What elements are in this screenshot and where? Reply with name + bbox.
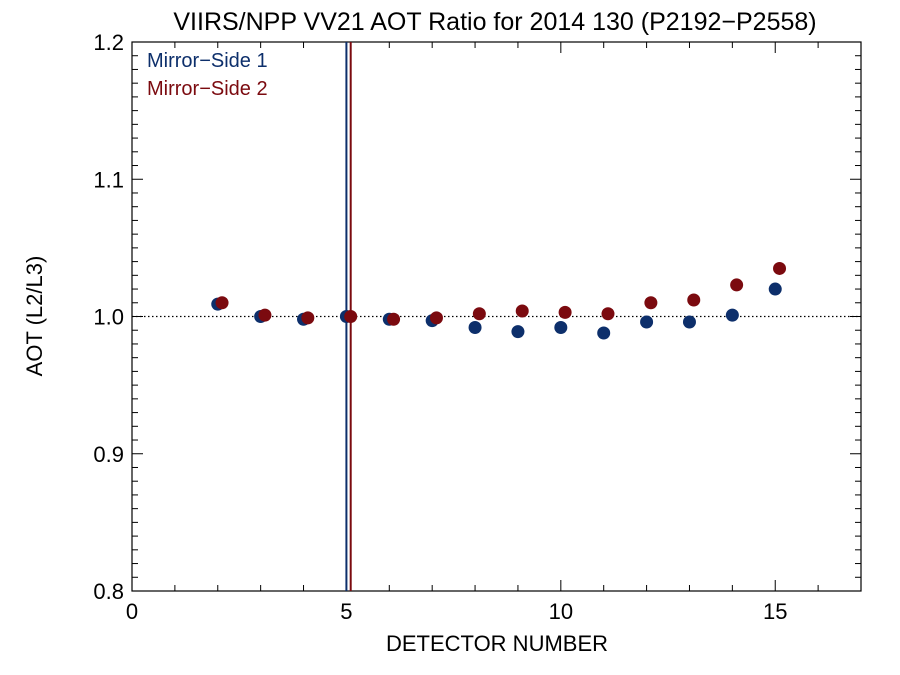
data-point-series-1 (682, 315, 696, 329)
y-tick-label: 1.0 (93, 305, 124, 330)
data-point-series-2 (258, 308, 272, 322)
plot-area: 0 5 10 15 0.8 0.9 1.0 1.1 1.2 Mirror−Side 1 Mirror… (93, 30, 862, 624)
data-point-series-1 (511, 325, 525, 339)
chart-title: VIIRS/NPP VV21 AOT Ratio for 2014 130 (P… (173, 8, 816, 36)
x-axis-label: DETECTOR NUMBER (386, 631, 608, 656)
data-point-series-1 (640, 315, 654, 329)
y-axis-label: AOT (L2/L3) (22, 256, 47, 377)
x-tick-label: 0 (126, 599, 138, 624)
legend-entry-series-1: Mirror−Side 1 (147, 50, 268, 72)
data-point-series-2 (515, 304, 529, 318)
data-point-series-2 (687, 293, 701, 307)
data-point-series-2 (387, 312, 401, 326)
y-tick-label: 0.9 (93, 442, 124, 467)
data-point-series-2 (429, 311, 443, 325)
y-tick-label: 0.8 (93, 579, 124, 604)
data-point-series-2 (730, 278, 744, 292)
data-point-series-2 (644, 296, 658, 310)
data-point-series-1 (768, 282, 782, 296)
y-tick-label: 1.2 (93, 30, 124, 55)
data-point-series-1 (597, 326, 611, 340)
x-tick-label: 15 (763, 599, 787, 624)
data-point-series-2 (215, 296, 229, 310)
data-point-series-2 (558, 305, 572, 319)
data-point-series-1 (725, 308, 739, 322)
x-tick-label: 5 (340, 599, 352, 624)
legend-entry-series-2: Mirror−Side 2 (147, 78, 268, 100)
data-point-series-2 (601, 307, 615, 321)
x-tick-label: 10 (549, 599, 573, 624)
data-point-series-2 (773, 261, 787, 275)
y-tick-label: 1.1 (93, 167, 124, 192)
data-point-series-2 (301, 311, 315, 325)
data-point-series-2 (344, 310, 358, 323)
data-point-series-1 (554, 320, 568, 334)
data-point-series-1 (468, 320, 482, 334)
data-point-series-2 (472, 307, 486, 321)
